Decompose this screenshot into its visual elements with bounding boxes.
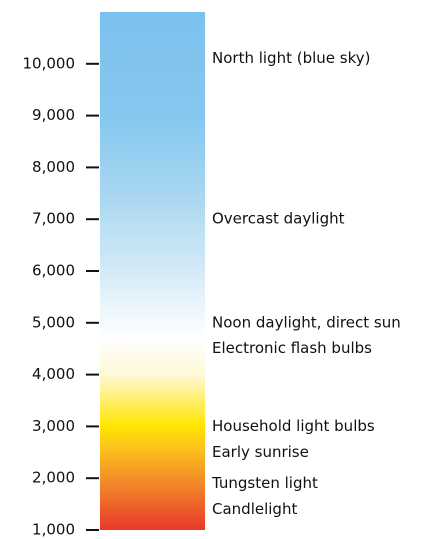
annotation: Noon daylight, direct sun <box>212 313 401 331</box>
y-tick-label: 10,000 <box>23 54 76 72</box>
annotation: Electronic flash bulbs <box>212 339 372 357</box>
annotation: Tungsten light <box>211 474 318 492</box>
y-tick-label: 8,000 <box>32 158 75 176</box>
y-tick-label: 4,000 <box>32 365 75 383</box>
y-tick-label: 2,000 <box>32 469 75 487</box>
y-tick-label: 6,000 <box>32 262 75 280</box>
annotation: Candlelight <box>212 500 297 518</box>
color-bar <box>100 12 205 530</box>
y-tick-label: 3,000 <box>32 417 75 435</box>
annotation: Overcast daylight <box>212 210 345 228</box>
annotation: Early sunrise <box>212 443 309 461</box>
y-tick-label: 9,000 <box>32 106 75 124</box>
annotation: Household light bulbs <box>212 417 375 435</box>
y-tick-label: 1,000 <box>32 521 75 539</box>
y-tick-label: 7,000 <box>32 210 75 228</box>
y-tick-label: 5,000 <box>32 313 75 331</box>
annotation: North light (blue sky) <box>212 49 370 67</box>
